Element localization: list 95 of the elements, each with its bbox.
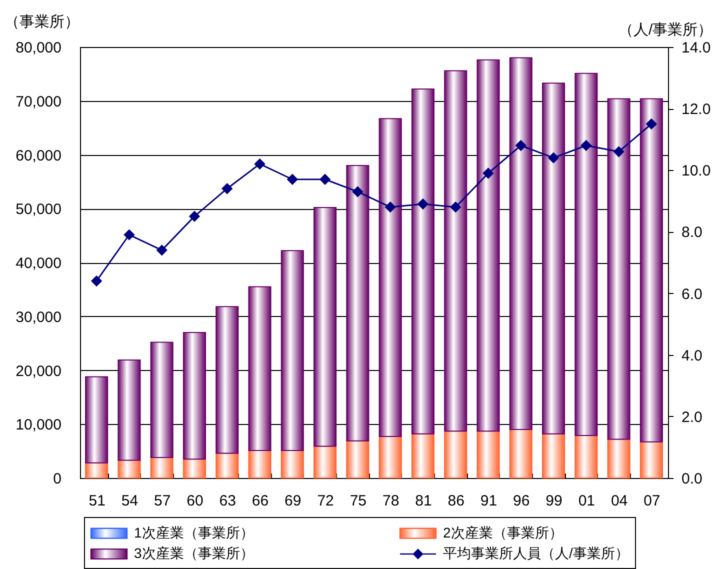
bar: [444, 70, 468, 432]
bar: [378, 436, 402, 478]
x-tick-label: 01: [578, 492, 595, 510]
bar: [542, 82, 566, 434]
x-tick-label: 72: [317, 492, 334, 510]
x-tick-label: 69: [284, 492, 302, 510]
bar: [542, 433, 566, 478]
y-tick-label: 40,000: [16, 255, 62, 272]
point: [614, 146, 624, 157]
point: [580, 140, 592, 151]
y2-tick-label: 14.0: [682, 40, 711, 56]
y-tick-label: 0: [53, 470, 62, 488]
x-tick-label: 51: [88, 492, 106, 510]
y2-tick-label: 10.0: [682, 162, 711, 180]
y-tick-label: 10,000: [16, 416, 62, 434]
bar: [150, 457, 174, 478]
y2-tick-label: 0.0: [682, 470, 702, 488]
point: [483, 168, 494, 178]
x-tick-label: 91: [480, 492, 498, 510]
bar: [476, 59, 500, 432]
point: [287, 174, 298, 185]
point: [222, 183, 232, 194]
bar: [248, 286, 272, 452]
legend-label: 2次産業（事業所）: [443, 524, 563, 540]
bar: [314, 446, 337, 478]
x-tick-label: 81: [415, 492, 432, 510]
x-tick-label: 96: [513, 492, 530, 510]
bar: [118, 360, 141, 461]
bar: [607, 98, 630, 440]
y2-tick-label: 6.0: [682, 286, 702, 303]
bar: [476, 430, 500, 478]
bar: [346, 165, 370, 442]
bar: [607, 438, 630, 478]
point: [91, 276, 102, 286]
point: [385, 202, 396, 212]
point: [156, 245, 168, 256]
legend-label: 1次産業（事業所）: [134, 524, 254, 540]
bar: [314, 207, 337, 447]
bar: [85, 462, 108, 478]
y-axis-title: （事業所）: [4, 14, 80, 30]
bar: [150, 342, 174, 458]
legend-label: 平均事業所人員（人/事業所）: [443, 545, 629, 561]
x-tick-label: 57: [154, 492, 171, 510]
x-tick-label: 99: [546, 492, 562, 510]
bar: [216, 452, 239, 478]
point: [516, 140, 526, 151]
bar: [280, 250, 304, 452]
y2-tick-label: 2.0: [682, 408, 702, 426]
bar: [411, 433, 434, 478]
y-tick-label: 80,000: [16, 40, 62, 56]
bar: [182, 458, 206, 478]
x-tick-label: 63: [219, 492, 236, 510]
bar: [216, 306, 239, 454]
point: [124, 230, 134, 240]
x-tick-label: 07: [644, 492, 660, 510]
x-tick-label: 78: [382, 492, 400, 510]
bar: [509, 57, 532, 430]
point: [352, 186, 363, 197]
y2-tick-label: 12.0: [682, 101, 711, 118]
y-tick-label: 70,000: [16, 93, 62, 110]
x-tick-label: 04: [610, 492, 628, 510]
bar: [85, 376, 108, 464]
x-tick-label: 54: [121, 492, 138, 510]
point: [320, 174, 330, 185]
bar: [444, 430, 468, 478]
point: [646, 118, 657, 130]
bar: [509, 429, 532, 478]
point: [548, 152, 559, 164]
bar: [346, 440, 370, 478]
y-tick-label: 60,000: [16, 147, 62, 164]
point: [450, 202, 461, 212]
y-tick-label: 20,000: [16, 362, 62, 380]
point: [418, 198, 428, 210]
bar: [574, 72, 598, 436]
bar: [574, 434, 598, 478]
bar: [118, 460, 141, 478]
point: [189, 211, 200, 222]
y2-tick-label: 4.0: [682, 347, 702, 364]
x-tick-label: 75: [350, 492, 367, 510]
x-tick-label: 66: [252, 492, 269, 510]
y2-tick-label: 8.0: [682, 224, 702, 242]
bar: [248, 450, 272, 478]
legend-label: 3次産業（事業所）: [134, 545, 254, 561]
bar: [411, 88, 434, 434]
y2-axis-title: （人/事業所）: [618, 22, 713, 38]
y-tick-label: 50,000: [16, 201, 62, 218]
bar: [182, 332, 206, 460]
bar: [378, 118, 402, 438]
bar: [280, 450, 304, 478]
y-tick-label: 30,000: [16, 308, 62, 326]
point: [254, 158, 265, 170]
x-tick-label: 86: [448, 492, 464, 510]
bar: [640, 441, 663, 478]
x-tick-label: 60: [186, 492, 204, 510]
bar: [640, 98, 663, 442]
